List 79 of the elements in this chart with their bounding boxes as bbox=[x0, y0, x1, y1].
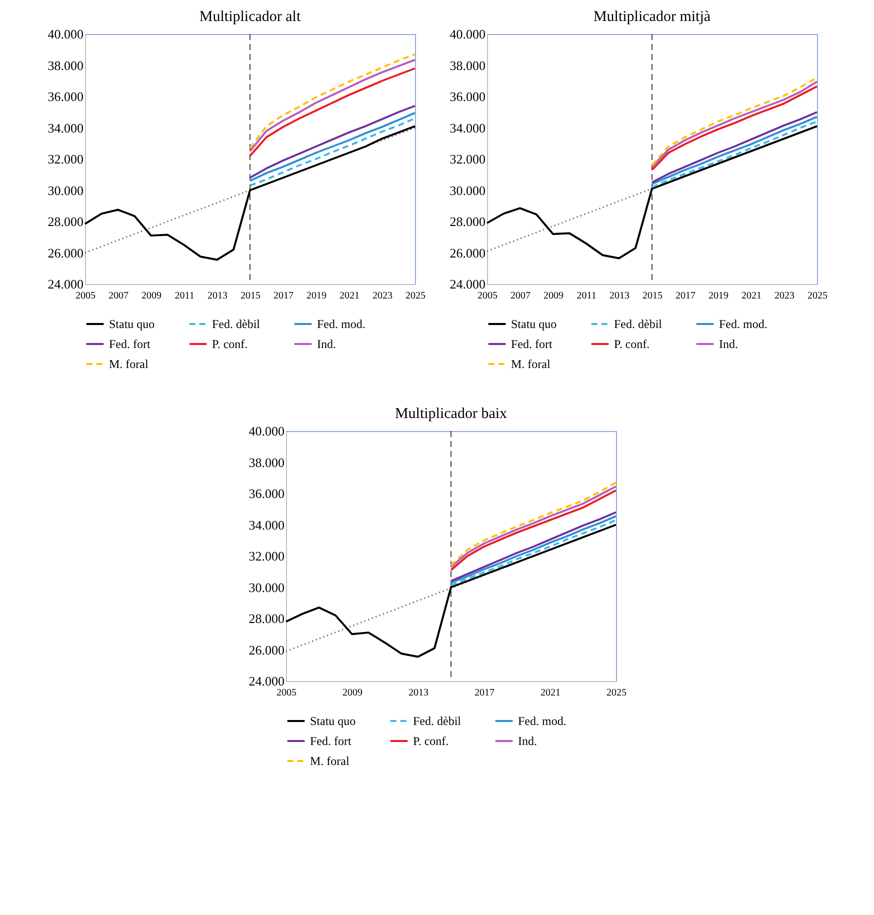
x-tick-label: 2025 bbox=[808, 290, 828, 302]
legend-label: Ind. bbox=[518, 734, 537, 748]
legend-label: Statu quo bbox=[310, 714, 356, 728]
x-tick-label: 2009 bbox=[142, 290, 162, 302]
x-tick-label: 2017 bbox=[676, 290, 696, 302]
legend-label: Fed. mod. bbox=[317, 317, 366, 331]
x-tick-label: 2023 bbox=[372, 290, 392, 302]
y-tick-label: 34.000 bbox=[48, 120, 84, 136]
x-tick-label: 2009 bbox=[544, 290, 564, 302]
x-tick-label: 2005 bbox=[276, 688, 296, 698]
y-tick-label: 38.000 bbox=[450, 58, 486, 73]
y-tick-label: 32.000 bbox=[48, 152, 84, 166]
legend-label: M. foral bbox=[109, 357, 149, 371]
x-tick-label: 2013 bbox=[408, 688, 428, 698]
y-tick-label: 30.000 bbox=[48, 182, 84, 198]
x-tick-label: 2021 bbox=[742, 290, 762, 302]
x-tick-label: 2011 bbox=[576, 290, 596, 302]
legend-label: Ind. bbox=[719, 337, 738, 351]
legend-label: Fed. dèbil bbox=[212, 317, 261, 331]
x-tick-label: 2007 bbox=[510, 290, 530, 302]
legend-label: Fed. fort bbox=[109, 337, 151, 351]
y-tick-label: 40.000 bbox=[248, 424, 284, 438]
legend-label: Ind. bbox=[317, 337, 336, 351]
legend-label: Fed. mod. bbox=[518, 714, 566, 728]
y-tick-label: 36.000 bbox=[450, 89, 486, 104]
y-tick-label: 30.000 bbox=[248, 580, 284, 595]
y-tick-label: 24.000 bbox=[450, 276, 486, 292]
y-tick-label: 26.000 bbox=[48, 245, 84, 260]
legend-label: P. conf. bbox=[212, 337, 248, 351]
x-tick-label: 2017 bbox=[474, 688, 494, 698]
x-tick-label: 2019 bbox=[306, 290, 326, 302]
y-tick-label: 28.000 bbox=[48, 214, 84, 229]
y-tick-label: 32.000 bbox=[450, 152, 486, 166]
y-tick-label: 38.000 bbox=[48, 58, 84, 73]
legend-label: Fed. dèbil bbox=[614, 317, 663, 331]
x-tick-label: 2025 bbox=[406, 290, 426, 302]
y-tick-label: 40.000 bbox=[48, 26, 84, 42]
legend-label: Fed. fort bbox=[310, 734, 352, 748]
legend-label: M. foral bbox=[310, 754, 350, 768]
x-tick-label: 2005 bbox=[76, 290, 96, 302]
y-tick-label: 38.000 bbox=[248, 454, 284, 470]
x-tick-label: 2007 bbox=[108, 290, 128, 302]
x-tick-label: 2017 bbox=[274, 290, 294, 302]
y-tick-label: 30.000 bbox=[450, 182, 486, 198]
y-tick-label: 28.000 bbox=[450, 214, 486, 229]
y-tick-label: 34.000 bbox=[450, 120, 486, 136]
legend-label: Fed. dèbil bbox=[413, 714, 462, 728]
x-tick-label: 2015 bbox=[240, 290, 260, 302]
y-tick-label: 32.000 bbox=[248, 548, 284, 564]
x-tick-label: 2013 bbox=[610, 290, 630, 302]
x-tick-label: 2021 bbox=[540, 688, 560, 698]
legend-label: P. conf. bbox=[614, 337, 650, 351]
x-tick-label: 2019 bbox=[708, 290, 728, 302]
y-tick-label: 36.000 bbox=[48, 89, 84, 104]
x-tick-label: 2011 bbox=[174, 290, 194, 302]
x-tick-label: 2009 bbox=[342, 688, 362, 698]
x-tick-label: 2021 bbox=[340, 290, 360, 302]
legend-label: Statu quo bbox=[511, 317, 557, 331]
y-tick-label: 26.000 bbox=[248, 642, 284, 658]
x-tick-label: 2025 bbox=[606, 688, 626, 698]
legend-label: Fed. mod. bbox=[719, 317, 768, 331]
legend-label: P. conf. bbox=[413, 734, 449, 748]
x-tick-label: 2005 bbox=[478, 290, 498, 302]
legend-label: M. foral bbox=[511, 357, 551, 371]
y-tick-label: 36.000 bbox=[248, 486, 284, 501]
x-tick-label: 2013 bbox=[208, 290, 228, 302]
y-tick-label: 34.000 bbox=[248, 517, 284, 532]
y-tick-label: 24.000 bbox=[248, 674, 284, 688]
y-tick-label: 24.000 bbox=[48, 276, 84, 292]
y-tick-label: 28.000 bbox=[248, 611, 284, 626]
legend-label: Statu quo bbox=[109, 317, 155, 331]
y-tick-label: 26.000 bbox=[450, 245, 486, 260]
y-tick-label: 40.000 bbox=[450, 26, 486, 42]
legend-label: Fed. fort bbox=[511, 337, 553, 351]
chart-title: Multiplicador mitjà bbox=[593, 9, 711, 25]
x-tick-label: 2023 bbox=[774, 290, 794, 302]
chart-title: Multiplicador alt bbox=[199, 9, 302, 25]
chart-title: Multiplicador baix bbox=[394, 406, 508, 422]
x-tick-label: 2015 bbox=[642, 290, 662, 302]
